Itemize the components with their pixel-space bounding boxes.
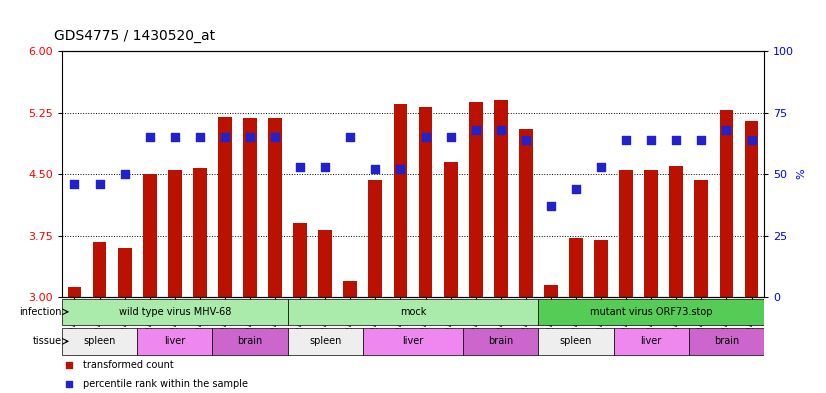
Text: spleen: spleen [83, 336, 116, 346]
Bar [368, 180, 382, 297]
Bar [143, 174, 157, 297]
Point [745, 136, 758, 143]
Point [93, 181, 107, 187]
Bar [569, 238, 583, 297]
Point [544, 203, 558, 209]
Text: liver: liver [641, 336, 662, 346]
FancyBboxPatch shape [212, 328, 287, 354]
FancyBboxPatch shape [539, 328, 614, 354]
Bar [444, 162, 458, 297]
FancyBboxPatch shape [137, 328, 212, 354]
Text: mock: mock [400, 307, 426, 317]
Bar [469, 102, 482, 297]
Text: transformed count: transformed count [83, 360, 173, 370]
Bar [268, 118, 282, 297]
Text: tissue: tissue [33, 336, 62, 346]
Bar [243, 118, 257, 297]
Bar [93, 242, 107, 297]
Bar [544, 285, 558, 297]
Bar [594, 240, 608, 297]
Bar [218, 117, 232, 297]
Text: mutant virus ORF73.stop: mutant virus ORF73.stop [590, 307, 713, 317]
Bar [318, 230, 332, 297]
Bar [620, 170, 633, 297]
Point [118, 171, 131, 177]
Point [143, 134, 156, 140]
Bar [494, 100, 508, 297]
Point [368, 166, 382, 172]
FancyBboxPatch shape [363, 328, 463, 354]
Bar [68, 287, 82, 297]
FancyBboxPatch shape [539, 299, 764, 325]
Point [520, 136, 533, 143]
Bar [193, 168, 206, 297]
Point [419, 134, 432, 140]
Text: percentile rank within the sample: percentile rank within the sample [83, 379, 248, 389]
Text: wild type virus MHV-68: wild type virus MHV-68 [119, 307, 231, 317]
Bar [695, 180, 708, 297]
Point [193, 134, 206, 140]
Text: infection: infection [20, 307, 62, 317]
Text: spleen: spleen [560, 336, 592, 346]
Point [218, 134, 231, 140]
Text: brain: brain [237, 336, 263, 346]
Point [293, 163, 306, 170]
Bar [344, 281, 357, 297]
Bar [519, 129, 533, 297]
Bar [719, 110, 733, 297]
Point [569, 186, 582, 192]
Text: GDS4775 / 1430520_at: GDS4775 / 1430520_at [54, 29, 215, 43]
FancyBboxPatch shape [62, 328, 137, 354]
FancyBboxPatch shape [614, 328, 689, 354]
FancyBboxPatch shape [287, 328, 363, 354]
FancyBboxPatch shape [287, 299, 539, 325]
Point [319, 163, 332, 170]
Text: liver: liver [402, 336, 424, 346]
Text: brain: brain [714, 336, 739, 346]
Bar [744, 121, 758, 297]
Point [444, 134, 458, 140]
FancyBboxPatch shape [689, 328, 764, 354]
FancyBboxPatch shape [62, 299, 287, 325]
Point [595, 163, 608, 170]
Point [169, 134, 182, 140]
Text: liver: liver [164, 336, 185, 346]
Bar [644, 170, 658, 297]
Text: spleen: spleen [309, 336, 341, 346]
Bar [669, 166, 683, 297]
Bar [393, 105, 407, 297]
Point [68, 181, 81, 187]
Bar [168, 170, 182, 297]
Point [244, 134, 257, 140]
Bar [293, 223, 307, 297]
Point [469, 127, 482, 133]
Point [268, 134, 282, 140]
Point [719, 127, 733, 133]
Bar [118, 248, 131, 297]
Point [620, 136, 633, 143]
Text: brain: brain [488, 336, 514, 346]
Point [695, 136, 708, 143]
Point [63, 381, 76, 387]
Point [394, 166, 407, 172]
Point [344, 134, 357, 140]
FancyBboxPatch shape [463, 328, 539, 354]
Y-axis label: %: % [797, 169, 807, 179]
Point [494, 127, 507, 133]
Point [644, 136, 657, 143]
Point [670, 136, 683, 143]
Point [63, 362, 76, 369]
Bar [419, 107, 433, 297]
